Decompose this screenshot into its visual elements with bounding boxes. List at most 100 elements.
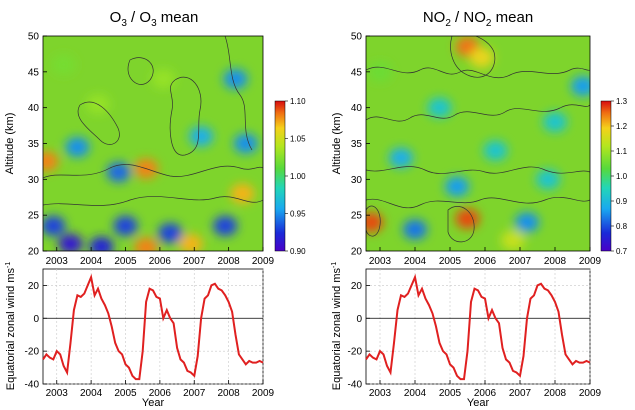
wind-right-frame bbox=[365, 268, 591, 385]
o3-ylabel: Altitude (km) bbox=[4, 113, 16, 175]
no2-cb-tick-label: 1.1 bbox=[616, 147, 628, 156]
wind-right-ylabel: Equatorial zonal wind ms-1 bbox=[331, 262, 343, 391]
o3-contour bbox=[43, 164, 263, 179]
no2-contour bbox=[366, 166, 590, 174]
no2-ytick-label: 25 bbox=[351, 211, 363, 222]
no2-anomaly-patch bbox=[469, 47, 494, 68]
wind-left-frame bbox=[42, 268, 264, 385]
o3-anomaly-patch bbox=[178, 233, 203, 251]
o3-xtick-label: 2004 bbox=[80, 256, 103, 267]
no2-cb-tick-label: 1.0 bbox=[616, 172, 628, 181]
windR-xtick-label: 2003 bbox=[369, 388, 392, 399]
o3-anomaly-patch bbox=[51, 54, 76, 75]
windR-ytick-label: -40 bbox=[348, 380, 363, 391]
no2-contour bbox=[366, 205, 381, 237]
no2-anomaly-patch bbox=[403, 219, 427, 240]
o3-anomaly-patch bbox=[233, 133, 258, 154]
windR-ytick-label: 20 bbox=[351, 281, 363, 292]
wind-right-xlabel: Year bbox=[467, 397, 490, 409]
o3-cb-tick-label: 0.95 bbox=[290, 210, 306, 219]
windR-xtick-label: 2005 bbox=[439, 388, 462, 399]
o3-cb-tick-label: 1.05 bbox=[290, 135, 306, 144]
o3-contour bbox=[224, 36, 253, 151]
windR-xtick-label: 2008 bbox=[544, 388, 567, 399]
o3-contour bbox=[169, 76, 202, 156]
no2-xtick-label: 2008 bbox=[544, 256, 567, 267]
no2-ylabel: Altitude (km) bbox=[331, 113, 343, 175]
no2-cb-tick-label: 0.9 bbox=[616, 197, 628, 206]
no2-cb-tick-label: 1.2 bbox=[616, 122, 628, 131]
o3-anomaly-patch bbox=[223, 69, 248, 89]
no2-xtick-label: 2009 bbox=[579, 256, 602, 267]
no2-anomaly-patch bbox=[571, 76, 590, 97]
windL-xtick-label: 2005 bbox=[114, 388, 137, 399]
no2-contour bbox=[447, 206, 475, 243]
no2-xtick-label: 2006 bbox=[474, 256, 497, 267]
no2-anomaly-patch bbox=[515, 212, 539, 233]
no2-anomaly-patch bbox=[455, 208, 480, 229]
o3-anomaly-patch bbox=[58, 233, 83, 251]
no2-ytick-label: 50 bbox=[351, 32, 363, 43]
o3-xtick-label: 2006 bbox=[149, 256, 172, 267]
windL-xtick-label: 2009 bbox=[252, 388, 275, 399]
o3-anomaly-patch bbox=[189, 126, 214, 147]
no2-anomaly-patch bbox=[543, 112, 567, 132]
windL-xtick-label: 2004 bbox=[80, 388, 103, 399]
no2-contour bbox=[366, 104, 590, 122]
o3-panel: O3 / O3 mean 20 25 30 35 40 45 50 Altitude (km… bbox=[4, 9, 306, 267]
o3-xtick-label: 2003 bbox=[46, 256, 69, 267]
no2-contour bbox=[366, 196, 590, 209]
o3-contour bbox=[77, 101, 120, 145]
windR-xtick-label: 2006 bbox=[474, 388, 497, 399]
windL-ytick-label: 0 bbox=[33, 314, 39, 325]
o3-cb-tick-label: 1.00 bbox=[290, 172, 306, 181]
no2-ytick-label: 45 bbox=[351, 67, 363, 78]
windL-xtick-label: 2008 bbox=[218, 388, 241, 399]
windR-xtick-label: 2004 bbox=[404, 388, 427, 399]
wind-panel-right: -40 -20 0 20 2003 2004 2005 2006 2007 2008 2009 E… bbox=[331, 262, 602, 409]
windR-wind-line bbox=[365, 273, 591, 381]
windR-ytick-label: -20 bbox=[348, 347, 363, 358]
no2-anomaly-patch bbox=[483, 140, 508, 161]
no2-cb-tick-label: 0.8 bbox=[616, 222, 628, 231]
o3-anomaly-patch bbox=[151, 69, 176, 89]
no2-contour bbox=[450, 36, 496, 78]
o3-anomaly-patch bbox=[65, 137, 90, 158]
no2-cb-tick-label: 0.7 bbox=[616, 247, 628, 256]
no2-title: NO2 / NO2 mean bbox=[423, 9, 533, 29]
no2-ytick-label: 30 bbox=[351, 175, 363, 186]
windR-xtick-label: 2009 bbox=[579, 388, 602, 399]
no2-xtick-label: 2004 bbox=[404, 256, 427, 267]
o3-anomaly-patch bbox=[134, 237, 159, 251]
no2-anomaly-patch bbox=[427, 97, 452, 118]
windL-xtick-label: 2007 bbox=[183, 388, 206, 399]
no2-anomaly-patch bbox=[501, 230, 525, 251]
o3-xtick-label: 2007 bbox=[183, 256, 206, 267]
o3-cb-tick-label: 1.10 bbox=[290, 97, 306, 106]
no2-xtick-label: 2003 bbox=[369, 256, 392, 267]
no2-panel: NO2 / NO2 mean 20 25 30 35 40 45 50 Altitude (… bbox=[331, 9, 628, 267]
no2-contour bbox=[366, 66, 590, 79]
windL-wind-line bbox=[42, 273, 264, 381]
o3-anomaly-patch bbox=[213, 215, 238, 236]
o3-ytick-label: 35 bbox=[28, 139, 40, 150]
o3-ytick-label: 40 bbox=[28, 103, 40, 114]
o3-xtick-label: 2008 bbox=[218, 256, 241, 267]
o3-anomaly-patch bbox=[158, 223, 183, 244]
o3-contour bbox=[127, 57, 154, 85]
o3-ytick-label: 50 bbox=[28, 32, 40, 43]
no2-anomaly-patch bbox=[389, 147, 413, 168]
o3-colorbar bbox=[274, 100, 286, 252]
no2-colorbar bbox=[600, 100, 612, 252]
o3-ytick-label: 45 bbox=[28, 67, 40, 78]
o3-xtick-label: 2009 bbox=[252, 256, 275, 267]
wind-panel-left: -40 -20 0 20 2003 2004 2005 2006 2007 2008 2009 E… bbox=[5, 262, 275, 409]
o3-ytick-label: 25 bbox=[28, 211, 40, 222]
no2-anomaly-patch bbox=[536, 169, 560, 190]
windL-ytick-label: 20 bbox=[28, 281, 40, 292]
windL-xtick-label: 2003 bbox=[46, 388, 69, 399]
windR-xtick-label: 2007 bbox=[509, 388, 532, 399]
windL-ytick-label: -20 bbox=[25, 347, 40, 358]
o3-anomaly-patch bbox=[43, 151, 59, 172]
